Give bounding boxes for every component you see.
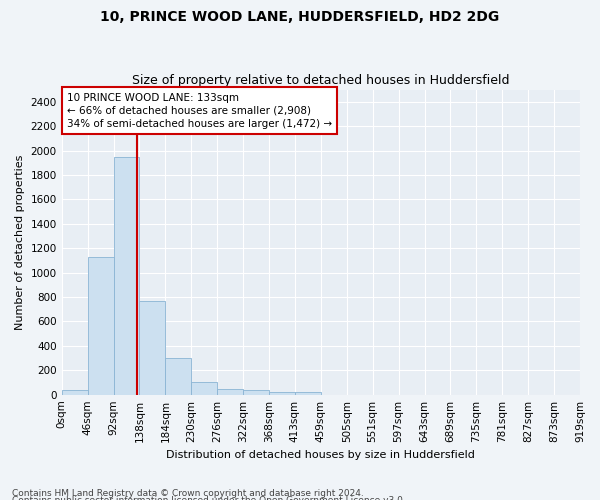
Bar [295, 392, 321, 394]
Bar [88, 257, 113, 394]
Y-axis label: Number of detached properties: Number of detached properties [15, 154, 25, 330]
Text: 10 PRINCE WOOD LANE: 133sqm
← 66% of detached houses are smaller (2,908)
34% of : 10 PRINCE WOOD LANE: 133sqm ← 66% of det… [67, 92, 332, 129]
Text: Contains HM Land Registry data © Crown copyright and database right 2024.: Contains HM Land Registry data © Crown c… [12, 489, 364, 498]
Text: 10, PRINCE WOOD LANE, HUDDERSFIELD, HD2 2DG: 10, PRINCE WOOD LANE, HUDDERSFIELD, HD2 … [100, 10, 500, 24]
Bar [191, 382, 217, 394]
Bar [139, 300, 166, 394]
Bar [113, 156, 139, 394]
Text: Contains public sector information licensed under the Open Government Licence v3: Contains public sector information licen… [12, 496, 406, 500]
X-axis label: Distribution of detached houses by size in Huddersfield: Distribution of detached houses by size … [166, 450, 475, 460]
Bar [217, 389, 243, 394]
Bar [62, 390, 88, 394]
Bar [269, 392, 295, 394]
Bar [166, 358, 191, 395]
Title: Size of property relative to detached houses in Huddersfield: Size of property relative to detached ho… [132, 74, 509, 87]
Bar [243, 390, 269, 394]
